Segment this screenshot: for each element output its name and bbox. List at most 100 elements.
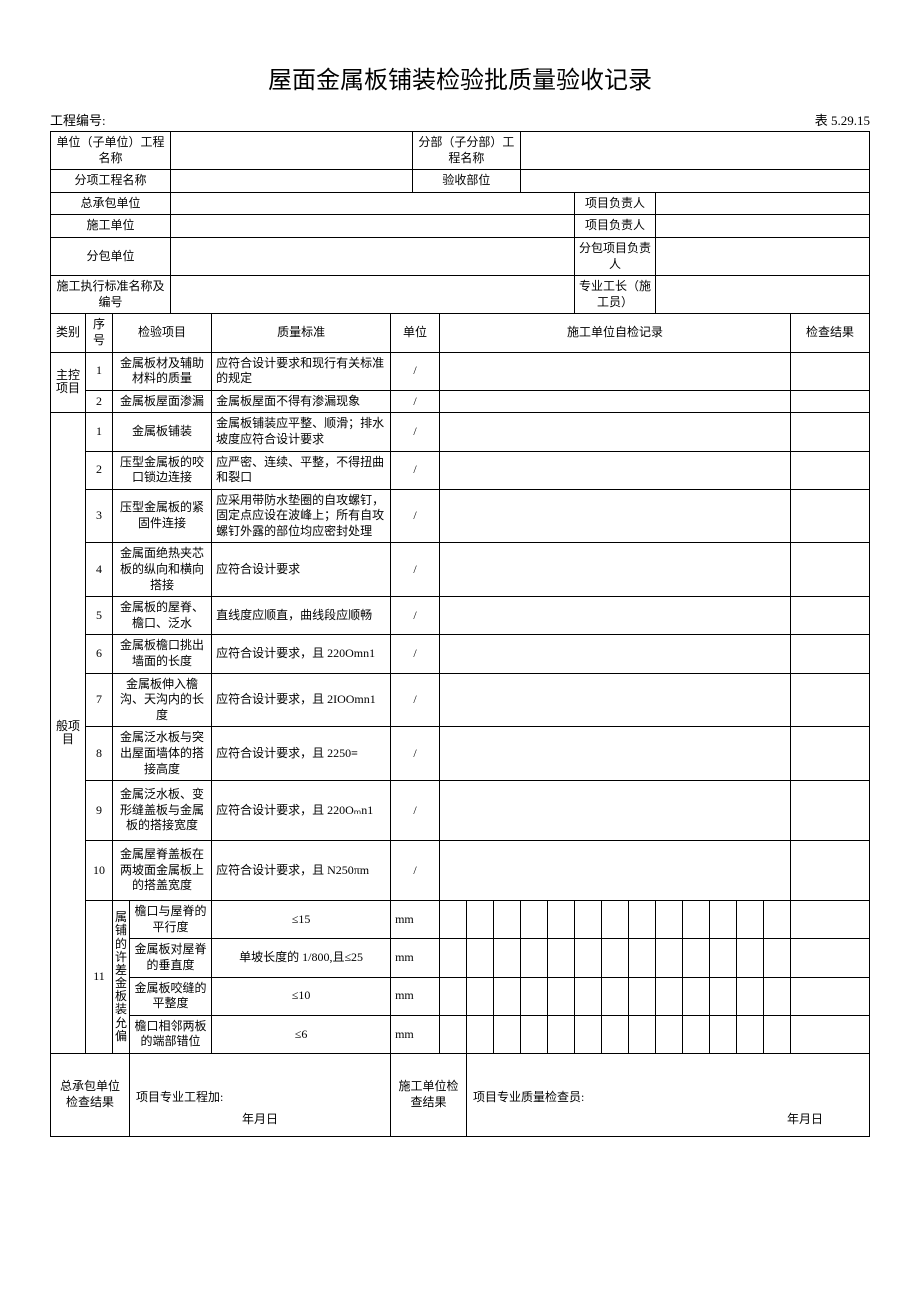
col-category: 类别 — [51, 314, 86, 352]
sub-unit-value — [171, 237, 575, 275]
cell — [494, 1015, 521, 1053]
cell — [683, 901, 710, 939]
cell — [494, 939, 521, 977]
gen-11-1-res — [791, 901, 870, 939]
gen-10-rec — [440, 841, 791, 901]
cell — [683, 939, 710, 977]
gen-9-n: 9 — [86, 781, 113, 841]
gen-3-n: 3 — [86, 489, 113, 543]
cu-sig: 项目专业质量检查员: — [473, 1090, 584, 1104]
gc-value — [171, 192, 575, 215]
cell — [602, 901, 629, 939]
cell — [683, 1015, 710, 1053]
gen-10-std: 应符合设计要求，且 N250πm — [212, 841, 391, 901]
cell — [521, 901, 548, 939]
cell — [737, 901, 764, 939]
pm1-label: 项目负责人 — [575, 192, 656, 215]
cell — [656, 939, 683, 977]
col-result: 检查结果 — [791, 314, 870, 352]
gen-11-vlabel: 属铺的许差金板装允偏 — [113, 901, 130, 1054]
cell — [737, 939, 764, 977]
cell — [683, 977, 710, 1015]
cell — [494, 977, 521, 1015]
sub-pm-value — [656, 237, 870, 275]
gen-7-res — [791, 673, 870, 727]
cell — [737, 977, 764, 1015]
gen-4-rec — [440, 543, 791, 597]
gen-8-std: 应符合设计要求，且 2250≡ — [212, 727, 391, 781]
cell — [764, 901, 791, 939]
gen-5-rec — [440, 597, 791, 635]
gen-1-rec — [440, 413, 791, 451]
gen-11-3-unit: mm — [391, 977, 440, 1015]
standard-value — [171, 276, 575, 314]
gen-9-res — [791, 781, 870, 841]
cell — [548, 977, 575, 1015]
cu-date: 年月日 — [787, 1112, 823, 1126]
gen-4-n: 4 — [86, 543, 113, 597]
cell — [440, 977, 467, 1015]
gen-6-rec — [440, 635, 791, 673]
cell — [467, 939, 494, 977]
foreman-label: 专业工长（施工员） — [575, 276, 656, 314]
project-number-label: 工程编号: — [50, 110, 106, 129]
gen-10-res — [791, 841, 870, 901]
cu-result-body: 项目专业质量检查员: 年月日 — [467, 1053, 870, 1136]
gen-9-item: 金属泛水板、变形缝盖板与金属板的搭接宽度 — [113, 781, 212, 841]
col-seq: 序号 — [86, 314, 113, 352]
gen-9-rec — [440, 781, 791, 841]
main-2-unit: / — [391, 390, 440, 413]
gen-10-unit: / — [391, 841, 440, 901]
cell — [629, 1015, 656, 1053]
main-1-n: 1 — [86, 352, 113, 390]
gen-5-unit: / — [391, 597, 440, 635]
gc-result-body: 项目专业工程加: 年月日 — [130, 1053, 391, 1136]
gen-11-3-res — [791, 977, 870, 1015]
cell — [710, 1015, 737, 1053]
gen-11-4-unit: mm — [391, 1015, 440, 1053]
gen-2-rec — [440, 451, 791, 489]
gen-5-item: 金属板的屋脊、檐口、泛水 — [113, 597, 212, 635]
cell — [656, 901, 683, 939]
gen-11-1-std: ≤15 — [212, 901, 391, 939]
pm2-value — [656, 215, 870, 238]
gen-2-std: 应严密、连续、平整，不得扭曲和裂口 — [212, 451, 391, 489]
cell — [764, 1015, 791, 1053]
cat-main: 主控项目 — [51, 352, 86, 413]
cell — [737, 1015, 764, 1053]
sub-pm-label: 分包项目负责人 — [575, 237, 656, 275]
sub-project-value — [521, 132, 870, 170]
cell — [467, 1015, 494, 1053]
gen-2-unit: / — [391, 451, 440, 489]
main-1-item: 金属板材及辅助材料的质量 — [113, 352, 212, 390]
inspection-table: 单位（子单位）工程名称 分部（子分部）工程名称 分项工程名称 验收部位 总承包单… — [50, 131, 870, 1137]
gen-3-item: 压型金属板的紧固件连接 — [113, 489, 212, 543]
gen-8-n: 8 — [86, 727, 113, 781]
gen-8-item: 金属泛水板与突出屋面墙体的搭接高度 — [113, 727, 212, 781]
cell — [521, 1015, 548, 1053]
cell — [602, 1015, 629, 1053]
cu-value — [171, 215, 575, 238]
gen-7-item: 金属板伸入檐沟、天沟内的长度 — [113, 673, 212, 727]
gen-7-std: 应符合设计要求，且 2IOOmn1 — [212, 673, 391, 727]
gen-1-res — [791, 413, 870, 451]
gen-1-n: 1 — [86, 413, 113, 451]
gen-11-4-std: ≤6 — [212, 1015, 391, 1053]
main-1-unit: / — [391, 352, 440, 390]
unit-project-value — [171, 132, 413, 170]
gen-2-res — [791, 451, 870, 489]
gen-4-res — [791, 543, 870, 597]
gen-8-rec — [440, 727, 791, 781]
gc-date: 年月日 — [242, 1112, 278, 1126]
gen-4-item: 金属面绝热夹芯板的纵向和横向搭接 — [113, 543, 212, 597]
pm2-label: 项目负责人 — [575, 215, 656, 238]
gen-4-unit: / — [391, 543, 440, 597]
gen-5-res — [791, 597, 870, 635]
gen-1-std: 金属板铺装应平整、顺滑；排水坡度应符合设计要求 — [212, 413, 391, 451]
cell — [764, 977, 791, 1015]
gen-11-2-std: 单坡长度的 1/800,且≤25 — [212, 939, 391, 977]
cell — [440, 1015, 467, 1053]
foreman-value — [656, 276, 870, 314]
accept-part-label: 验收部位 — [412, 170, 520, 193]
main-2-rec — [440, 390, 791, 413]
